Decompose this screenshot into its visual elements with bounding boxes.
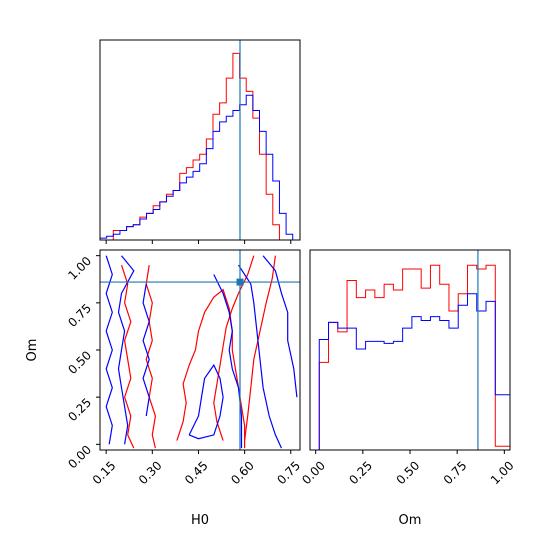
om-xlabel: Om (399, 513, 422, 528)
om-hist-frame (309, 249, 511, 451)
contour-lines (105, 255, 298, 449)
joint-frame (99, 249, 301, 451)
contour-series-0-level-1 (145, 265, 157, 449)
om-hist-xtick-label-1: 0.25 (346, 458, 375, 487)
joint-xtick-label-2: 0.45 (182, 458, 211, 487)
h0-marginal-histogram (99, 39, 301, 244)
contour-series-0-level-0 (120, 264, 135, 449)
om-hist-series-0-step (310, 264, 511, 451)
joint-ylabel: Om (25, 339, 40, 362)
om-hist-xtick-label-4: 1.00 (488, 458, 517, 487)
joint-xtick-label-4: 0.75 (274, 458, 303, 487)
contour-series-1-level-3 (188, 363, 224, 440)
contour-series-1-level-2 (142, 283, 150, 417)
joint-ytick-label-3: 0.75 (65, 301, 94, 330)
contour-series-1-level-5 (237, 264, 283, 449)
truth-marker (236, 278, 244, 286)
om-hist-xtick-label-0: 0.00 (299, 458, 328, 487)
joint-xtick-label-1: 0.30 (136, 458, 165, 487)
h0-hist-frame (99, 39, 301, 241)
axis-labels: H0 Om Om (25, 339, 421, 528)
om-marginal-histogram: 0.00 0.25 0.50 0.75 1.00 (299, 249, 517, 487)
joint-ytick-label-4: 1.00 (65, 254, 94, 283)
om-hist-xtick-label-3: 0.75 (441, 458, 470, 487)
joint-ytick-label-1: 0.25 (65, 395, 94, 424)
om-hist-xtick-label-2: 0.50 (394, 458, 423, 487)
joint-xtick-label-3: 0.60 (228, 458, 257, 487)
contour-series-1-level-0 (105, 255, 113, 445)
joint-xlabel: H0 (191, 513, 209, 528)
contour-series-1-level-6 (262, 255, 298, 398)
om-hist-series-1-step (310, 293, 511, 451)
h0-om-contour-plot: 0.15 0.30 0.45 0.60 0.75 0.00 0.25 0.50 0.75 1.00 (65, 249, 303, 487)
contour-series-0-level-3 (213, 255, 255, 441)
contour-series-0-level-4 (244, 255, 276, 441)
contour-series-1-level-1 (117, 255, 135, 445)
joint-ytick-label-0: 0.00 (65, 443, 94, 472)
h0-hist-series-1-step (99, 94, 300, 241)
joint-ytick-label-2: 0.50 (65, 348, 94, 377)
h0-hist-series-0-step (100, 52, 300, 241)
joint-xtick-label-0: 0.15 (90, 458, 119, 487)
